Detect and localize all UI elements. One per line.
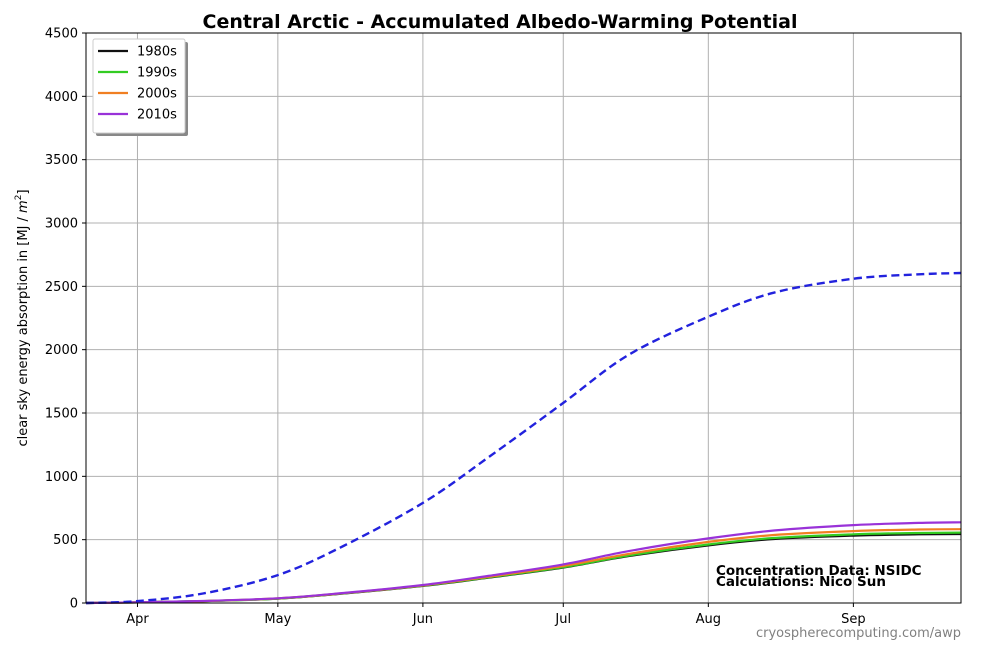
y-tick-label: 2000 [45,343,78,358]
grid [86,32,961,604]
x-tick-label: Jul [554,612,571,627]
x-tick-label: Sep [841,612,866,627]
y-tick-label: 4000 [45,90,78,105]
x-axis-ticks: Apr May Jun Jul Aug Sep [126,603,866,627]
y-tick-label: 3000 [45,217,78,232]
series-line-dashed [85,271,962,605]
y-axis-ticks: 0 500 1000 1500 2000 2500 3000 3500 4000 4500 [45,27,86,612]
y-tick-label: 1500 [45,407,78,422]
y-axis-label-end: ] [16,189,31,194]
annotation-concentration: Concentration Data: NSIDC [716,563,922,579]
y-tick-label: 1000 [45,470,78,485]
legend-box [92,38,186,134]
legend-label-1980s: 1980s [137,45,177,60]
y-tick-label: 500 [53,533,78,548]
y-tick-label: 4500 [45,27,78,42]
x-tick-label: Jun [412,612,433,627]
legend-label-2010s: 2010s [137,108,177,123]
y-axis-label-exponent: 2 [14,195,24,201]
credit-text: cryospherecomputing.com/awp [756,626,961,641]
y-tick-label: 2500 [45,280,78,295]
chart-title: Central Arctic - Accumulated Albedo-Warm… [203,11,798,33]
y-axis-label: clear sky energy absorption in [MJ / m2] [14,189,31,446]
y-tick-label: 0 [70,597,78,612]
series-line-2010s [85,521,962,605]
legend: 1980s 1990s 2000s 2010s [92,38,188,136]
y-tick-label: 3500 [45,153,78,168]
legend-label-2000s: 2000s [137,87,177,102]
y-axis-label-unit: m [16,200,31,213]
annotation-calculations: Calculations: Nico Sun [716,574,886,590]
series-lines [85,271,962,605]
y-axis-label-main: clear sky energy absorption in [MJ / [16,213,31,447]
legend-label-1990s: 1990s [137,66,177,81]
x-tick-label: Apr [126,612,149,627]
x-tick-label: May [264,612,291,627]
plot-frame [85,32,962,604]
x-tick-label: Aug [696,612,721,627]
